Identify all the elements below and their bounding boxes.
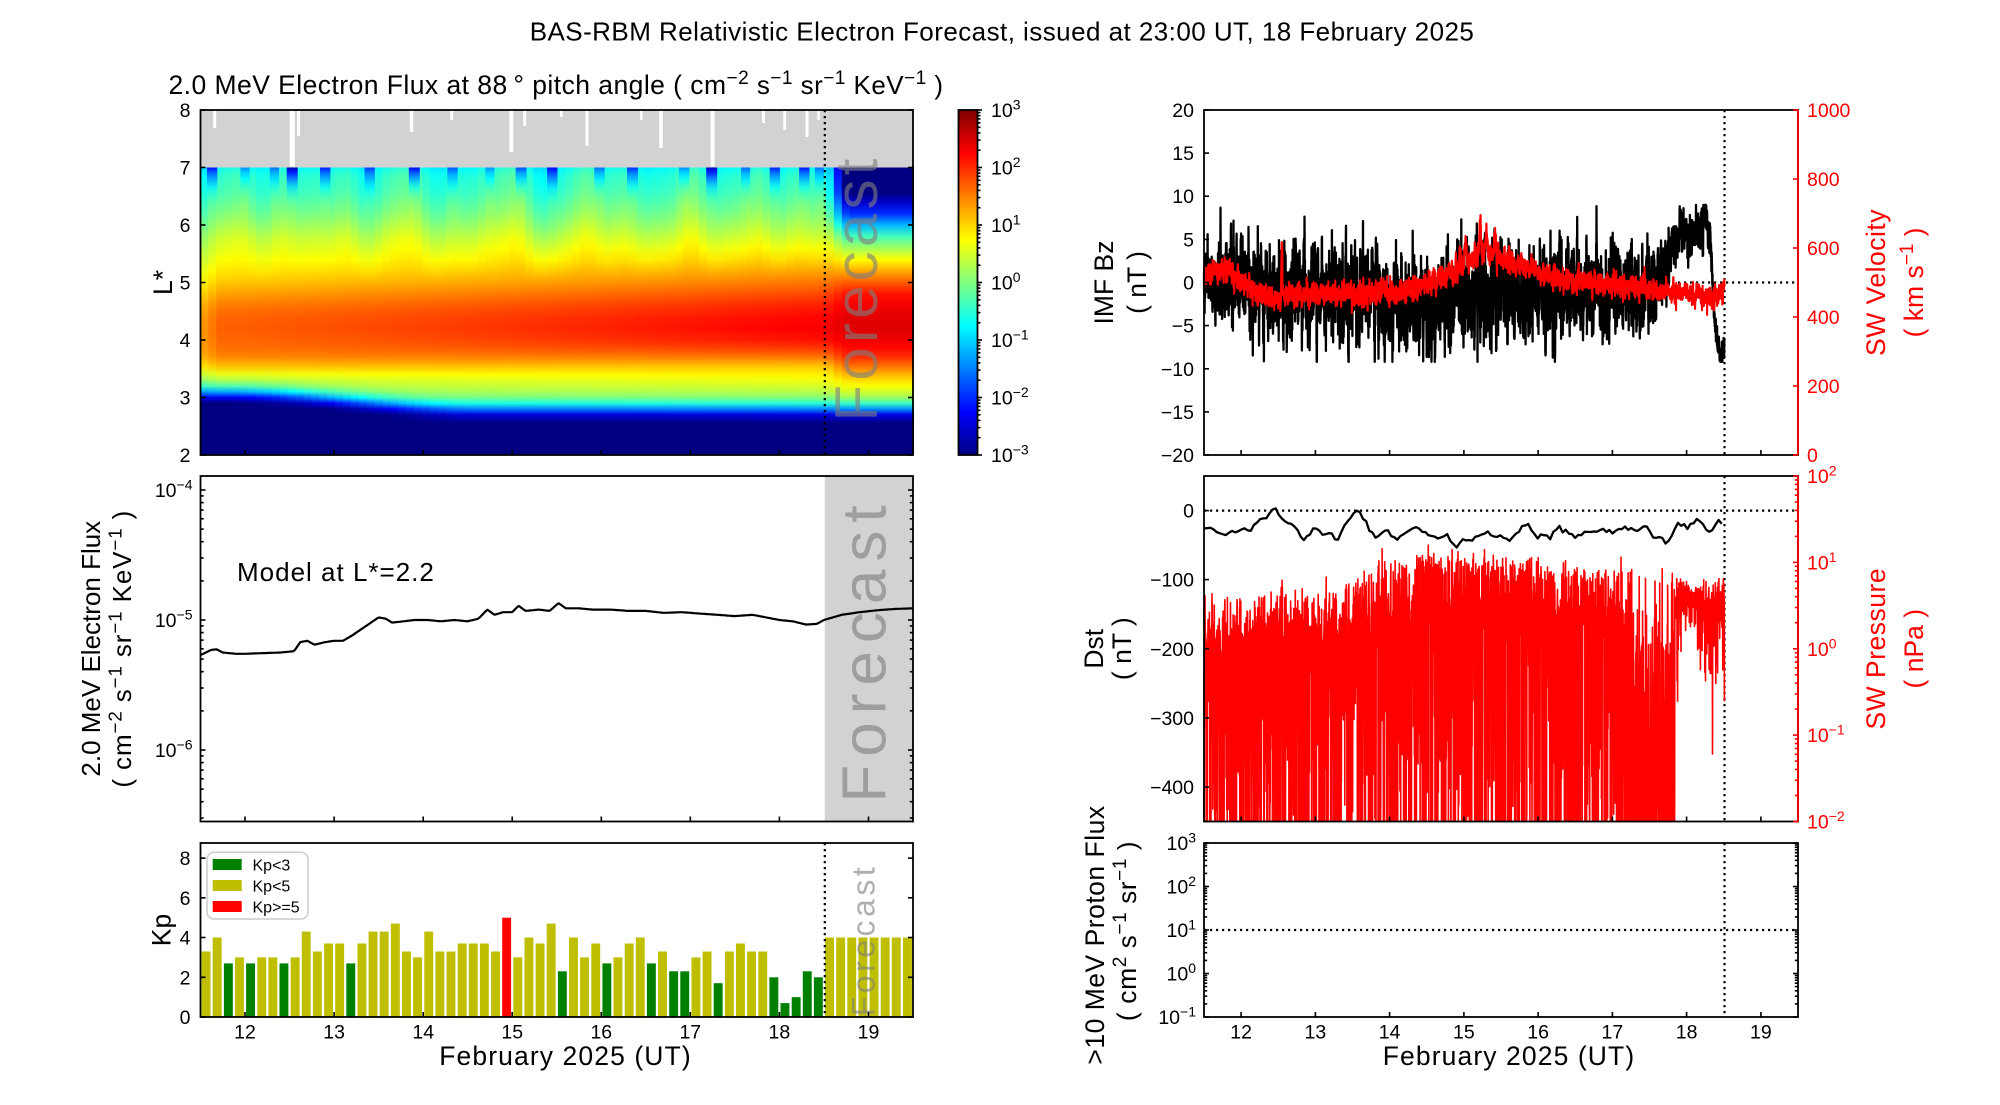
svg-text:Forecast: Forecast bbox=[830, 497, 899, 802]
svg-text:4: 4 bbox=[180, 928, 191, 950]
svg-text:−15: −15 bbox=[1161, 402, 1194, 424]
svg-text:16: 16 bbox=[590, 1022, 612, 1044]
svg-text:18: 18 bbox=[769, 1022, 791, 1044]
svg-text:−20: −20 bbox=[1161, 445, 1194, 467]
svg-text:102: 102 bbox=[991, 154, 1021, 179]
svg-text:14: 14 bbox=[1379, 1022, 1401, 1044]
svg-text:>10 MeV Proton Flux: >10 MeV Proton Flux bbox=[1080, 805, 1110, 1064]
svg-text:Forecast: Forecast bbox=[845, 864, 881, 1016]
svg-text:−200: −200 bbox=[1150, 639, 1194, 661]
svg-text:IMF Bz: IMF Bz bbox=[1089, 241, 1119, 325]
svg-text:0: 0 bbox=[1183, 273, 1194, 295]
svg-text:−10: −10 bbox=[1161, 359, 1194, 381]
svg-text:−300: −300 bbox=[1150, 708, 1194, 730]
svg-text:5: 5 bbox=[180, 273, 191, 295]
svg-text:Kp<5: Kp<5 bbox=[253, 879, 291, 896]
svg-text:Kp: Kp bbox=[147, 914, 177, 946]
svg-text:−100: −100 bbox=[1150, 570, 1194, 592]
svg-text:0: 0 bbox=[1807, 445, 1818, 467]
svg-text:−5: −5 bbox=[1172, 316, 1194, 338]
svg-text:400: 400 bbox=[1807, 307, 1840, 329]
svg-text:( cm2 s−1 sr−1 ): ( cm2 s−1 sr−1 ) bbox=[1110, 841, 1142, 1021]
svg-text:5: 5 bbox=[1183, 229, 1194, 251]
svg-text:100: 100 bbox=[991, 269, 1021, 294]
svg-text:( nT ): ( nT ) bbox=[1107, 617, 1137, 680]
svg-text:1000: 1000 bbox=[1807, 100, 1851, 122]
svg-text:18: 18 bbox=[1676, 1022, 1698, 1044]
svg-text:3: 3 bbox=[180, 388, 191, 410]
svg-text:4: 4 bbox=[180, 330, 191, 352]
svg-text:Dst: Dst bbox=[1079, 628, 1109, 668]
svg-text:17: 17 bbox=[1602, 1022, 1624, 1044]
svg-text:SW Velocity: SW Velocity bbox=[1861, 209, 1891, 356]
svg-text:15: 15 bbox=[1172, 143, 1194, 165]
svg-text:10: 10 bbox=[1172, 186, 1194, 208]
svg-text:13: 13 bbox=[1305, 1022, 1327, 1044]
svg-text:19: 19 bbox=[1750, 1022, 1772, 1044]
svg-text:−400: −400 bbox=[1150, 777, 1194, 799]
svg-text:14: 14 bbox=[412, 1022, 434, 1044]
svg-text:( cm−2 s−1 sr−1 KeV−1 ): ( cm−2 s−1 sr−1 KeV−1 ) bbox=[104, 510, 137, 788]
svg-text:SW Pressure: SW Pressure bbox=[1861, 568, 1891, 730]
svg-text:BAS-RBM Relativistic Electron: BAS-RBM Relativistic Electron Forecast, … bbox=[530, 17, 1475, 47]
svg-text:17: 17 bbox=[679, 1022, 701, 1044]
svg-text:12: 12 bbox=[1230, 1022, 1252, 1044]
svg-text:Model at L*=2.2: Model at L*=2.2 bbox=[237, 557, 435, 587]
svg-text:L*: L* bbox=[148, 270, 178, 295]
svg-text:6: 6 bbox=[180, 215, 191, 237]
svg-text:February 2025 (UT): February 2025 (UT) bbox=[1383, 1041, 1636, 1071]
svg-text:15: 15 bbox=[1453, 1022, 1475, 1044]
svg-text:( km s−1 ): ( km s−1 ) bbox=[1897, 228, 1929, 338]
svg-text:0: 0 bbox=[1183, 501, 1194, 523]
svg-text:19: 19 bbox=[858, 1022, 880, 1044]
svg-text:2.0 MeV Electron Flux: 2.0 MeV Electron Flux bbox=[76, 521, 106, 777]
svg-text:( nT ): ( nT ) bbox=[1122, 251, 1152, 314]
svg-text:10−2: 10−2 bbox=[991, 384, 1029, 409]
svg-text:10−1: 10−1 bbox=[1807, 722, 1845, 747]
svg-text:800: 800 bbox=[1807, 169, 1840, 191]
svg-text:2: 2 bbox=[180, 967, 191, 989]
svg-text:20: 20 bbox=[1172, 100, 1194, 122]
svg-text:8: 8 bbox=[180, 848, 191, 870]
svg-text:2: 2 bbox=[180, 445, 191, 467]
svg-text:6: 6 bbox=[180, 888, 191, 910]
svg-text:8: 8 bbox=[180, 100, 191, 122]
svg-text:10−2: 10−2 bbox=[1807, 808, 1845, 833]
svg-text:13: 13 bbox=[323, 1022, 345, 1044]
svg-text:Kp>=5: Kp>=5 bbox=[253, 900, 300, 917]
svg-text:12: 12 bbox=[234, 1022, 256, 1044]
svg-text:7: 7 bbox=[180, 158, 191, 180]
svg-text:Forecast: Forecast bbox=[823, 154, 890, 421]
svg-text:16: 16 bbox=[1527, 1022, 1549, 1044]
svg-text:2.0 MeV Electron Flux at 88 °: 2.0 MeV Electron Flux at 88 ° pitch angl… bbox=[168, 68, 943, 100]
svg-text:February 2025 (UT): February 2025 (UT) bbox=[439, 1041, 692, 1071]
svg-text:0: 0 bbox=[180, 1007, 191, 1029]
svg-text:15: 15 bbox=[501, 1022, 523, 1044]
svg-text:200: 200 bbox=[1807, 376, 1840, 398]
svg-text:Kp<3: Kp<3 bbox=[253, 858, 291, 875]
svg-text:600: 600 bbox=[1807, 238, 1840, 260]
svg-text:( nPa ): ( nPa ) bbox=[1899, 609, 1929, 689]
